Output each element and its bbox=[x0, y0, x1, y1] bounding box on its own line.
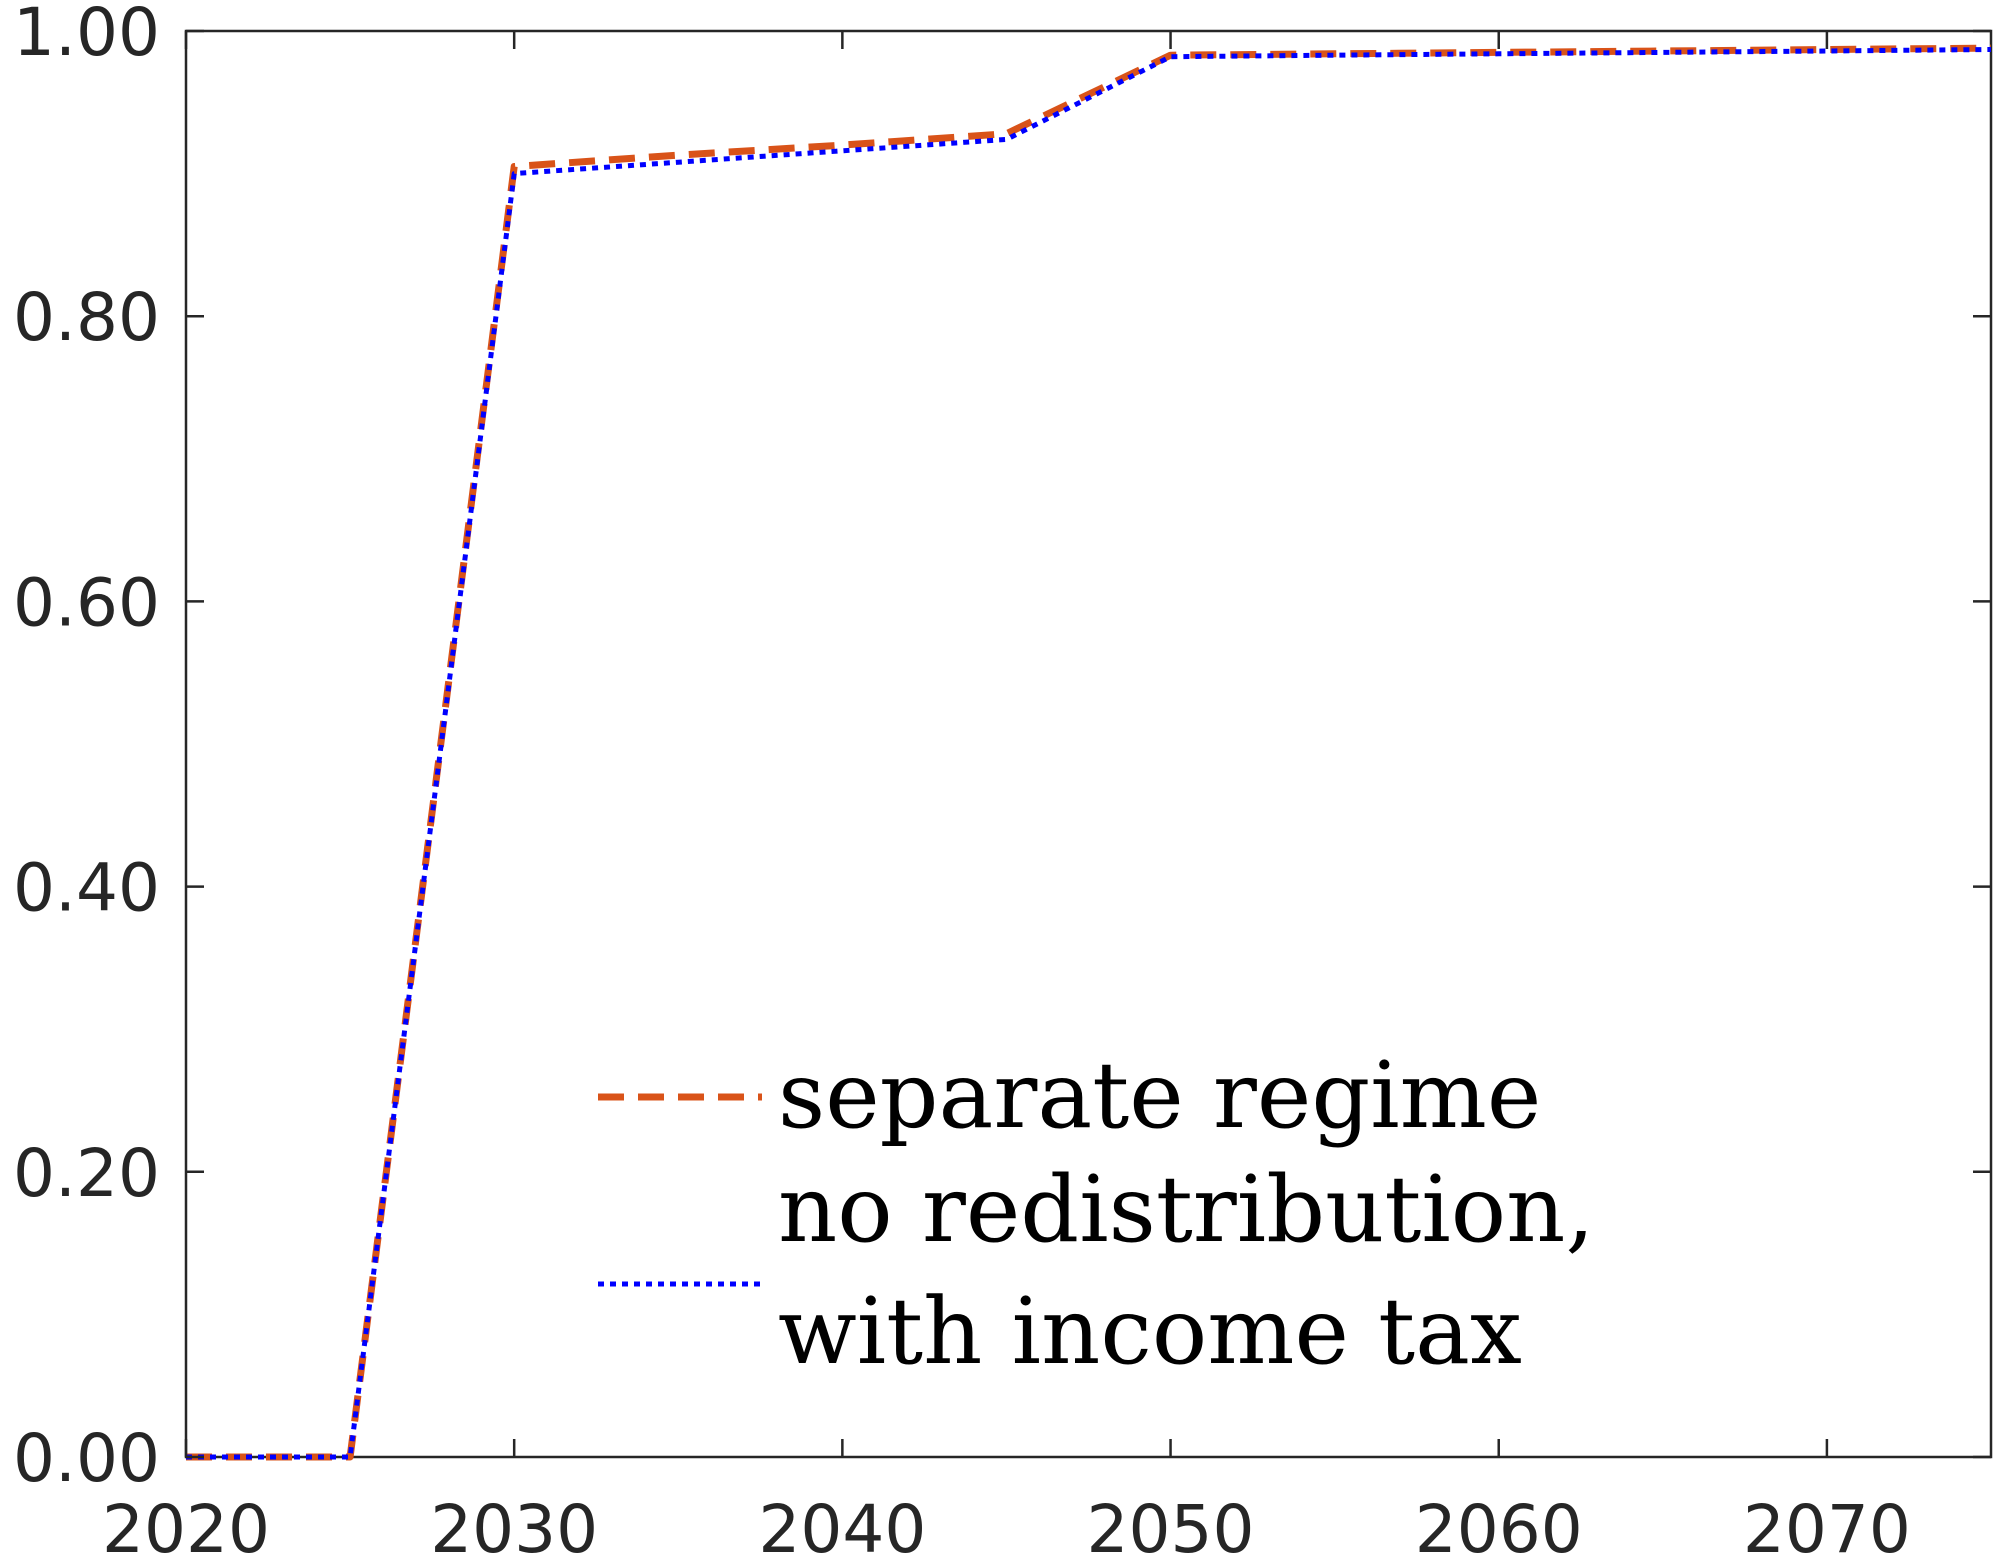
y-tick-label: 0.80 bbox=[13, 279, 160, 356]
y-axis: 0.00 0.20 0.40 0.60 0.80 1.00 bbox=[13, 0, 1991, 1497]
y-tick-label: 0.00 bbox=[13, 1420, 160, 1497]
y-tick-label: 0.40 bbox=[13, 850, 160, 927]
x-tick-label: 2060 bbox=[1415, 1491, 1583, 1554]
y-tick-label: 0.20 bbox=[13, 1135, 160, 1212]
x-tick-label: 2070 bbox=[1743, 1491, 1911, 1554]
series-line-2 bbox=[186, 47, 1992, 1460]
x-tick-label: 2020 bbox=[102, 1491, 270, 1554]
plot-area bbox=[184, 29, 1993, 1459]
x-tick-label: 2030 bbox=[430, 1491, 598, 1554]
legend-label-1: separate regime bbox=[778, 1042, 1541, 1149]
legend-label-2-line-2: with income tax bbox=[778, 1278, 1522, 1385]
x-axis: 2020 2030 2040 2050 2060 2070 bbox=[102, 31, 1911, 1554]
legend-label-2-line-1: no redistribution, bbox=[778, 1156, 1595, 1263]
y-tick-label: 0.60 bbox=[13, 564, 160, 641]
series-layer bbox=[186, 44, 1992, 1461]
y-tick-label: 1.00 bbox=[13, 0, 160, 71]
x-tick-label: 2040 bbox=[758, 1491, 926, 1554]
plot-frame bbox=[184, 29, 1993, 1459]
x-tick-label: 2050 bbox=[1087, 1491, 1255, 1554]
